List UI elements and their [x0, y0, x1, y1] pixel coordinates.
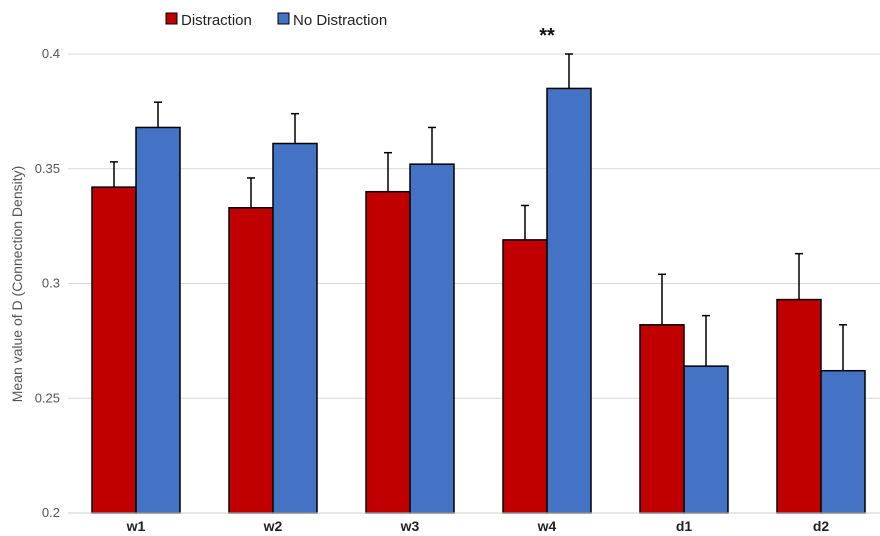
- bar-no-distraction-w1: [135, 126, 181, 514]
- bar-distraction-d1: [639, 324, 685, 514]
- legend-label-no-distraction: No Distraction: [293, 12, 387, 29]
- bars: [91, 87, 866, 514]
- y-axis-ticks: 0.2 0.25 0.3 0.35 0.4: [35, 46, 60, 520]
- gridlines: [68, 53, 880, 399]
- bar-distraction-w1: [91, 186, 137, 514]
- bar-no-distraction-w4: [546, 87, 592, 514]
- y-tick-label: 0.25: [35, 390, 60, 405]
- bar-no-distraction-w2: [272, 142, 318, 514]
- x-tick-label: w4: [537, 518, 557, 534]
- x-tick-label: w2: [263, 518, 283, 534]
- bar-no-distraction-d1: [683, 365, 729, 514]
- significance-annotation: **: [539, 25, 555, 47]
- y-tick-label: 0.35: [35, 161, 60, 176]
- legend-swatch-no-distraction: [277, 12, 290, 25]
- x-tick-label: w1: [126, 518, 146, 534]
- y-tick-label: 0.4: [42, 46, 60, 61]
- error-bars: [110, 53, 847, 371]
- legend-label-distraction: Distraction: [181, 12, 252, 29]
- bar-distraction-w3: [365, 190, 411, 514]
- bar-distraction-d2: [776, 298, 822, 514]
- legend: Distraction No Distraction: [165, 12, 387, 29]
- bar-distraction-w4: [502, 239, 548, 514]
- x-tick-label: w3: [400, 518, 420, 534]
- bar-no-distraction-w3: [409, 163, 455, 514]
- y-tick-label: 0.2: [42, 505, 60, 520]
- y-tick-label: 0.3: [42, 276, 60, 291]
- x-axis-labels: w1 w2 w3 w4 d1 d2: [126, 518, 830, 534]
- x-tick-label: d2: [813, 518, 830, 534]
- bar-distraction-w2: [228, 207, 274, 514]
- bar-no-distraction-d2: [820, 369, 866, 514]
- legend-swatch-distraction: [165, 12, 178, 25]
- y-axis-label: Mean value of D (Connection Density): [9, 166, 25, 403]
- x-tick-label: d1: [676, 518, 693, 534]
- annotations: **: [539, 25, 555, 47]
